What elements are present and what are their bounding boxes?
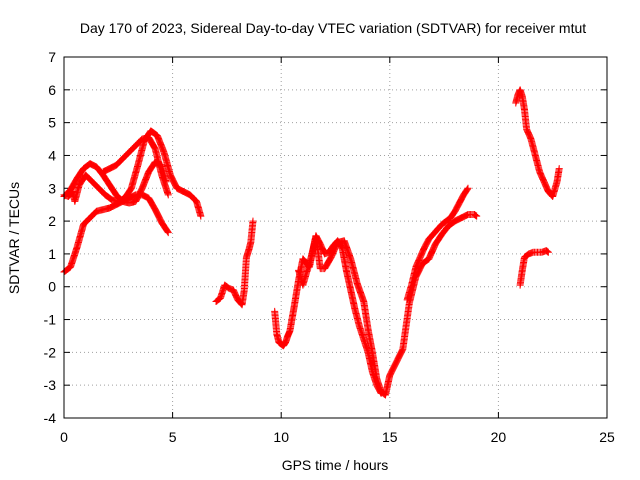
x-tick-label: 25 xyxy=(599,429,615,445)
y-tick-label: 2 xyxy=(48,213,56,229)
chart-title: Day 170 of 2023, Sidereal Day-to-day VTE… xyxy=(80,20,586,36)
data-point xyxy=(377,388,385,396)
series-arc-j xyxy=(516,247,552,289)
data-point xyxy=(197,212,205,220)
y-tick-label: 1 xyxy=(48,246,56,262)
data-point xyxy=(472,212,480,220)
series-arc-d xyxy=(99,133,172,199)
y-tick-label: 0 xyxy=(48,279,56,295)
y-tick-label: -3 xyxy=(44,377,57,393)
data-point xyxy=(473,212,481,220)
y-tick-label: 6 xyxy=(48,82,56,98)
plot-frame xyxy=(63,56,608,419)
data-point xyxy=(249,217,257,225)
y-tick-label: 7 xyxy=(48,49,56,65)
data-point xyxy=(555,165,563,173)
series-arc-c xyxy=(60,127,205,220)
data-point xyxy=(544,248,552,256)
series-arc-i xyxy=(512,86,563,200)
x-tick-label: 15 xyxy=(382,429,398,445)
series-arc-g xyxy=(295,232,385,397)
y-tick-label: -1 xyxy=(44,312,57,328)
data-point xyxy=(164,229,172,237)
data-point xyxy=(543,247,551,255)
data-point xyxy=(66,264,74,272)
data-point xyxy=(464,184,472,192)
x-axis-label: GPS time / hours xyxy=(282,457,389,473)
series-arc-h xyxy=(403,184,472,304)
y-tick-label: -2 xyxy=(44,344,57,360)
x-tick-label: 10 xyxy=(273,429,289,445)
data-point xyxy=(377,389,385,397)
axis-ticks: 0 5 10 15 20 25 -4 -3 -2 -1 0 1 2 3 4 5 6 7 xyxy=(44,49,615,445)
x-tick-label: 5 xyxy=(169,429,177,445)
y-tick-label: -4 xyxy=(44,410,57,426)
data-point xyxy=(164,228,172,236)
data-point xyxy=(126,186,134,194)
data-point xyxy=(137,136,145,144)
data-series xyxy=(60,86,563,399)
data-point xyxy=(164,191,172,199)
y-tick-label: 3 xyxy=(48,180,56,196)
grid-lines xyxy=(64,57,607,418)
y-tick-label: 5 xyxy=(48,115,56,131)
data-point xyxy=(163,227,171,235)
series-arc-e xyxy=(212,217,257,309)
x-tick-label: 0 xyxy=(60,429,68,445)
x-tick-label: 20 xyxy=(491,429,507,445)
data-point xyxy=(381,390,389,398)
series-arc-f xyxy=(271,211,481,399)
data-point xyxy=(471,211,479,219)
data-point xyxy=(463,185,471,193)
y-axis-label: SDTVAR / TECUs xyxy=(6,182,22,294)
data-point xyxy=(92,208,100,216)
y-tick-label: 4 xyxy=(48,147,56,163)
data-point xyxy=(544,248,552,256)
